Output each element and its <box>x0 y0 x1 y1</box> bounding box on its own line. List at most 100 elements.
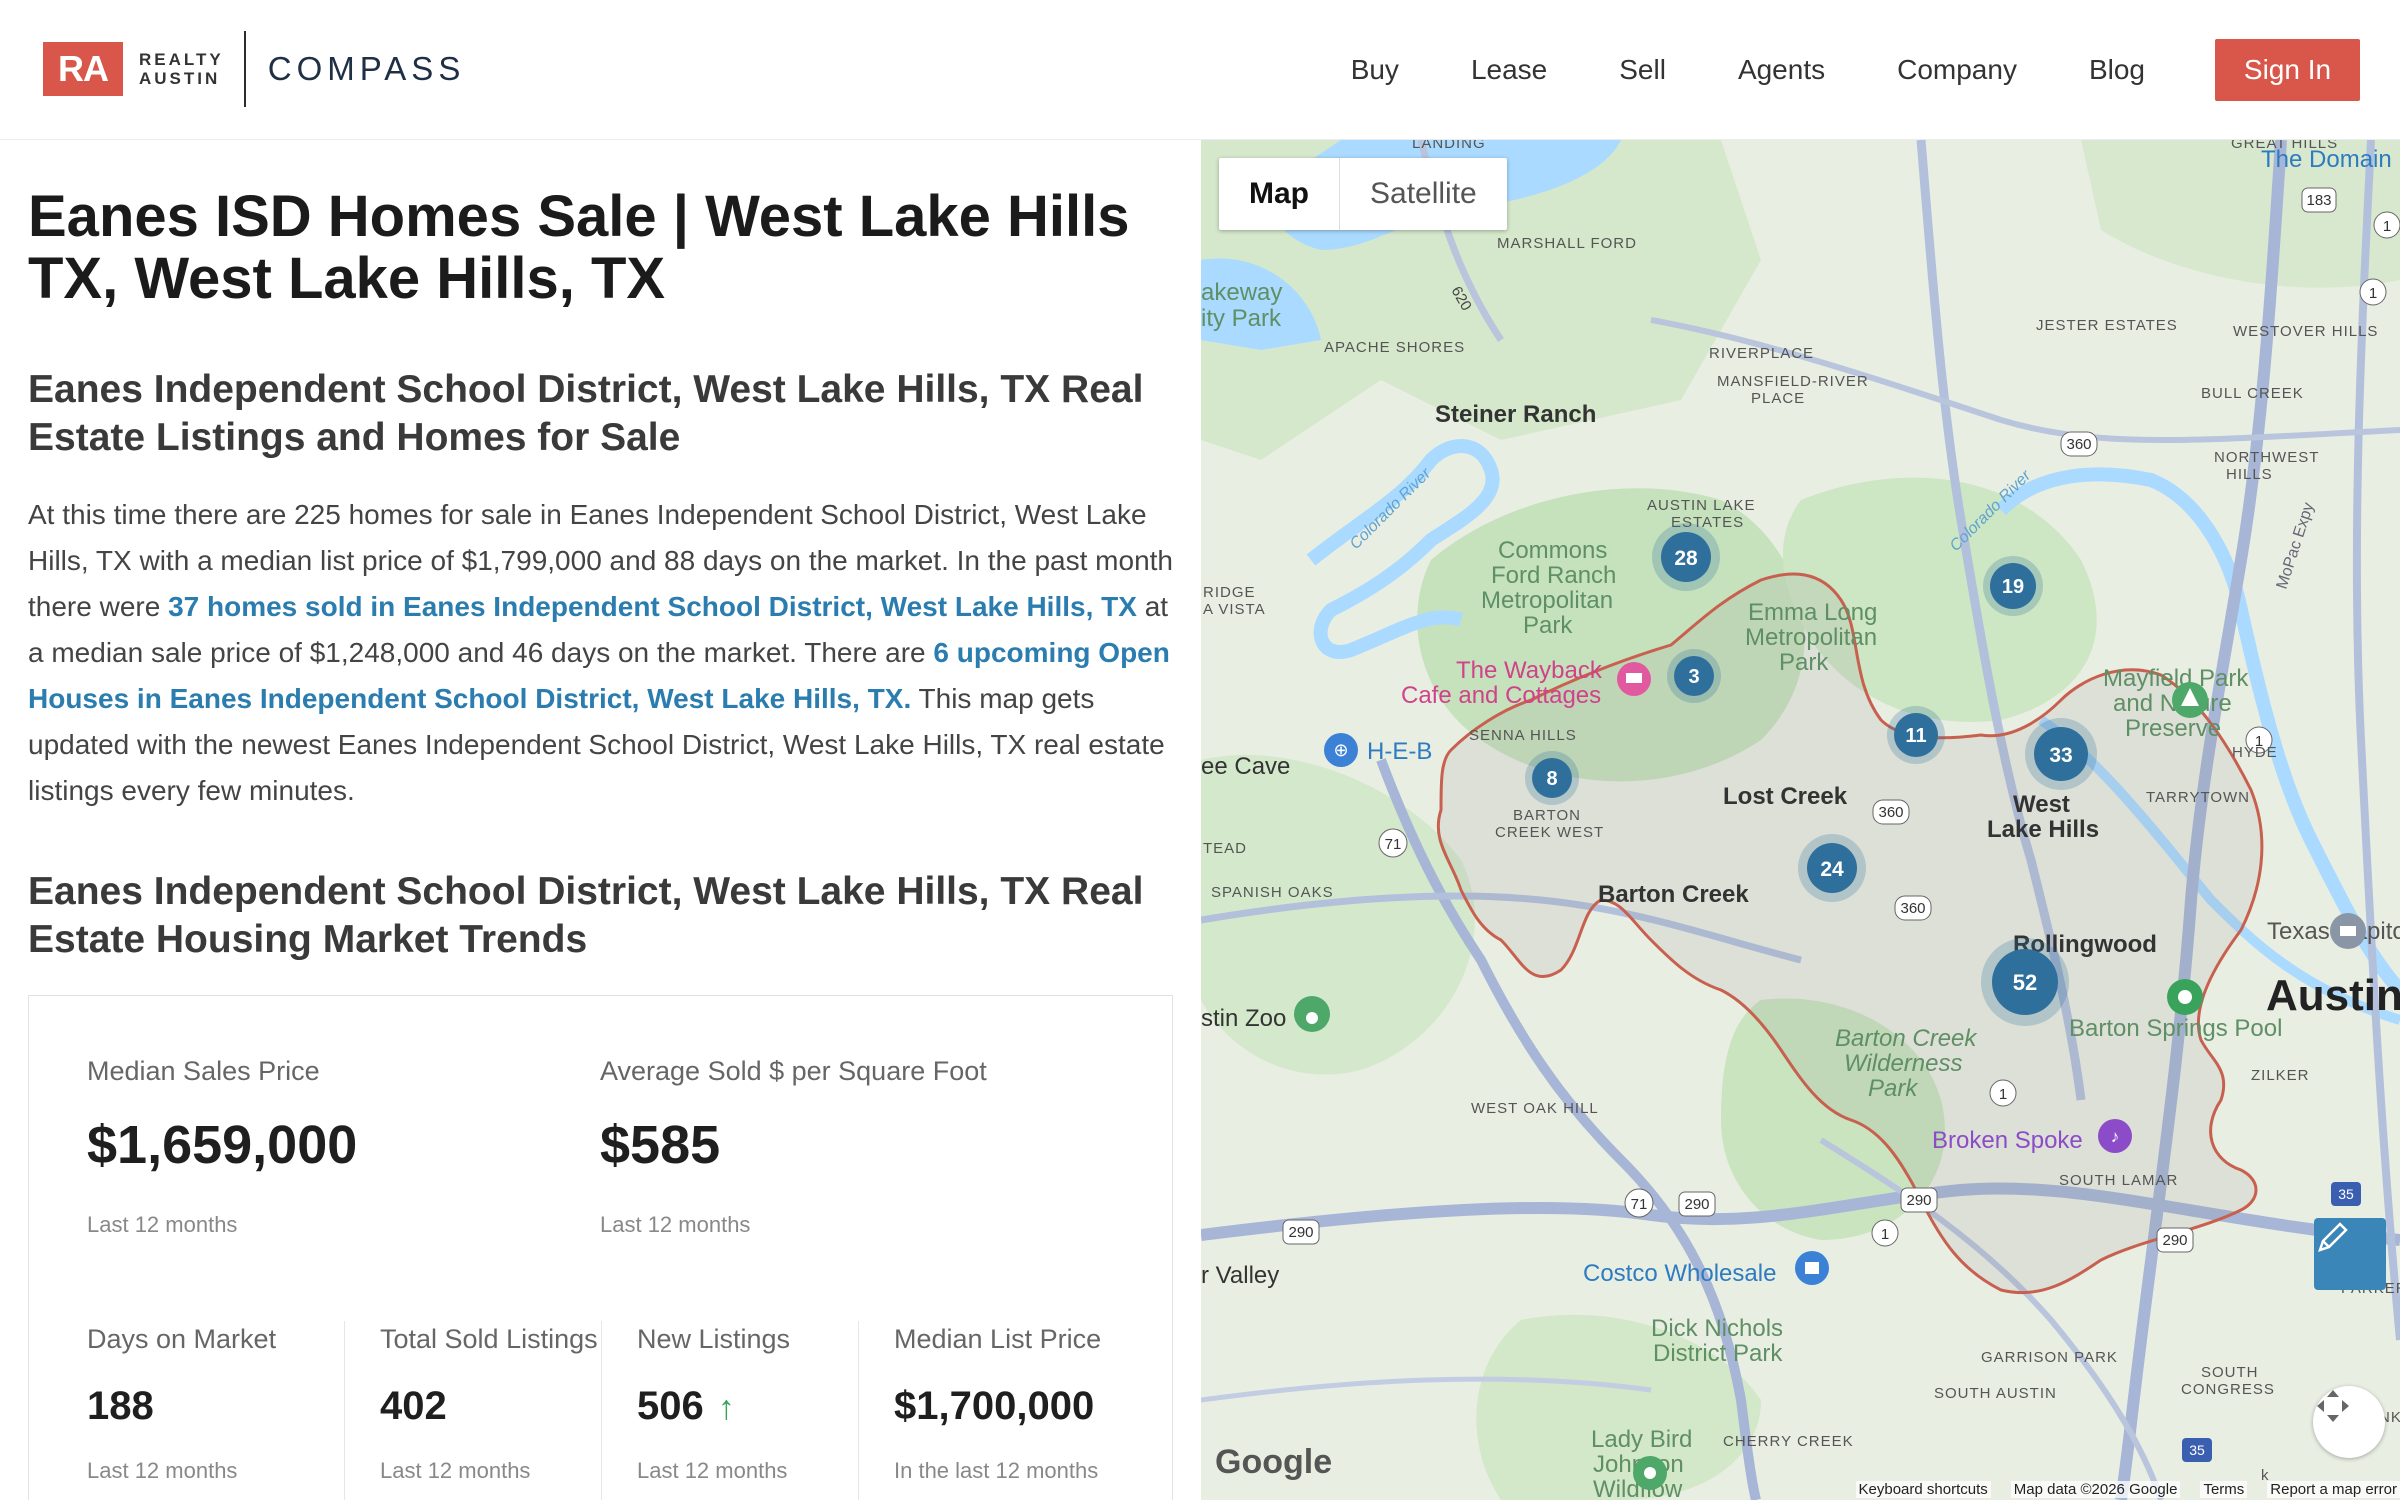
pencil-icon <box>2318 1222 2348 1252</box>
place-label: CONGRESS <box>2181 1381 2275 1398</box>
tree-icon[interactable] <box>2172 682 2208 718</box>
svg-text:290: 290 <box>1684 1196 1709 1213</box>
cluster-marker[interactable]: 19 <box>1983 556 2043 616</box>
svg-text:290: 290 <box>1288 1224 1313 1241</box>
avg-sold-sqft-period: Last 12 months <box>600 1212 751 1237</box>
open-houses-link[interactable]: 6 upcoming Open Houses in Eanes Independ… <box>28 637 1170 714</box>
music-icon[interactable]: ♪ <box>2098 1119 2132 1153</box>
shopping-cart-icon[interactable]: ⊕ <box>1324 733 1358 767</box>
avg-sold-sqft-label: Average Sold $ per Square Foot <box>600 1056 987 1086</box>
place-label: SOUTH AUSTIN <box>1934 1385 2057 1402</box>
route-shield: 290 <box>2156 1227 2194 1253</box>
place-label: MARSHALL FORD <box>1497 235 1637 252</box>
cluster-marker[interactable]: 8 <box>1525 751 1579 805</box>
camera-control-button[interactable] <box>2313 1386 2385 1458</box>
satellite-view-button[interactable]: Satellite <box>1370 177 1477 210</box>
median-sales-price-label: Median Sales Price <box>87 1056 320 1086</box>
terms-link[interactable]: Terms <box>2200 1480 2248 1498</box>
place-label: ESTATES <box>1671 514 1744 531</box>
place-label: RIVERPLACE <box>1709 345 1814 362</box>
park-label: Metropolitan <box>1481 587 1613 614</box>
days-on-market-label: Days on Market <box>87 1324 277 1354</box>
days-on-market-period: Last 12 months <box>87 1458 238 1483</box>
park-label: Ford Ranch <box>1491 562 1616 589</box>
nav-buy[interactable]: Buy <box>1350 54 1399 85</box>
park-label: akeway <box>1201 279 1282 306</box>
map-footer: Keyboard shortcuts Map data ©2026 Google… <box>1201 1478 2400 1500</box>
poi-label: Cafe and Cottages <box>1401 682 1601 709</box>
sign-in-button[interactable]: Sign In <box>2215 39 2360 101</box>
place-label: CHERRY CREEK <box>1723 1433 1854 1450</box>
site-logo[interactable]: RA REALTY AUSTIN COMPASS <box>43 31 465 107</box>
place-label: Barton Creek <box>1598 881 1749 908</box>
route-shield: 290 <box>1900 1187 1938 1213</box>
svg-text:35: 35 <box>2189 1442 2205 1458</box>
place-label: A VISTA <box>1203 601 1266 618</box>
route-shield: 360 <box>1894 895 1932 921</box>
park-label: Barton Springs Pool <box>2069 1015 2282 1042</box>
nav-lease[interactable]: Lease <box>1470 54 1548 85</box>
pool-pin-icon[interactable] <box>2167 979 2203 1015</box>
cluster-marker[interactable]: 3 <box>1667 649 1721 703</box>
nav-sell[interactable]: Sell <box>1619 54 1666 85</box>
park-label: Mayfield Park <box>2103 665 2249 692</box>
route-shield: 360 <box>2060 431 2098 457</box>
place-label: Austin <box>2266 971 2400 1020</box>
new-listings-label: New Listings <box>637 1324 791 1354</box>
place-label: PLACE <box>1751 390 1805 407</box>
svg-text:71: 71 <box>1385 836 1402 853</box>
poi-label: The Domain <box>2261 146 2392 173</box>
nav-blog[interactable]: Blog <box>2088 54 2145 85</box>
new-listings-period: Last 12 months <box>637 1458 788 1483</box>
place-label: AUSTIN LAKE <box>1647 497 1756 514</box>
new-listings-value-wrap: 506 ↑ <box>637 1384 735 1429</box>
svg-text:35: 35 <box>2338 1186 2354 1202</box>
nav-agents[interactable]: Agents <box>1737 54 1826 85</box>
place-label: stin Zoo <box>1201 1005 1286 1032</box>
median-list-price-period: In the last 12 months <box>894 1458 1099 1483</box>
poi-label: The Wayback <box>1456 657 1603 684</box>
report-error-link[interactable]: Report a map error <box>2267 1480 2400 1498</box>
paw-icon[interactable] <box>1294 996 1330 1032</box>
cluster-marker[interactable]: 28 <box>1652 523 1720 591</box>
shopping-bag-icon[interactable] <box>1795 1251 1829 1285</box>
stat-divider <box>344 1321 345 1500</box>
listings-map[interactable]: 183 1 1 360 620 1 71 360 360 1 71 290 29… <box>1201 140 2400 1500</box>
flower-icon[interactable] <box>1633 1456 1667 1490</box>
draw-area-button[interactable] <box>2314 1218 2386 1290</box>
cluster-marker[interactable]: 24 <box>1798 834 1866 902</box>
keyboard-shortcuts-link[interactable]: Keyboard shortcuts <box>1855 1480 1991 1498</box>
park-label: Wilderness <box>1844 1050 1963 1077</box>
hotel-icon[interactable] <box>1617 662 1651 696</box>
place-label: ee Cave <box>1201 753 1290 780</box>
cluster-marker[interactable]: 33 <box>2025 718 2097 790</box>
landmark-icon[interactable] <box>2330 913 2366 949</box>
avg-sold-sqft-value: $585 <box>600 1115 721 1175</box>
place-label: SPANISH OAKS <box>1211 884 1334 901</box>
homes-sold-link[interactable]: 37 homes sold in Eanes Independent Schoo… <box>168 591 1137 622</box>
svg-text:3: 3 <box>1688 666 1699 688</box>
route-shield: 71 <box>1378 828 1408 858</box>
svg-text:⊕: ⊕ <box>1333 740 1348 760</box>
route-shield: 1 <box>1871 1219 1899 1247</box>
place-label: GREAT HILLS <box>2231 140 2338 152</box>
median-list-price-value: $1,700,000 <box>894 1384 1095 1428</box>
map-view-button[interactable]: Map <box>1249 177 1309 210</box>
map-canvas[interactable]: 183 1 1 360 620 1 71 360 360 1 71 290 29… <box>1201 140 2400 1500</box>
cluster-marker[interactable]: 52 <box>1981 938 2069 1026</box>
svg-text:290: 290 <box>1906 1192 1931 1209</box>
park-label: Park <box>1779 649 1829 676</box>
place-label: HYDE <box>2232 744 2278 761</box>
park-label: Park <box>1523 612 1573 639</box>
route-shield: 290 <box>1282 1219 1320 1245</box>
svg-text:290: 290 <box>2162 1232 2187 1249</box>
route-shield: 290 <box>1678 1191 1716 1217</box>
compass-wordmark: COMPASS <box>267 50 466 87</box>
svg-text:183: 183 <box>2306 192 2331 209</box>
nav-company[interactable]: Company <box>1897 54 2017 85</box>
logo-divider <box>243 31 246 107</box>
cluster-marker[interactable]: 11 <box>1887 706 1945 764</box>
route-shield: 71 <box>1624 1188 1654 1218</box>
place-label: BULL CREEK <box>2201 385 2304 402</box>
place-label: SOUTH <box>2201 1364 2259 1381</box>
